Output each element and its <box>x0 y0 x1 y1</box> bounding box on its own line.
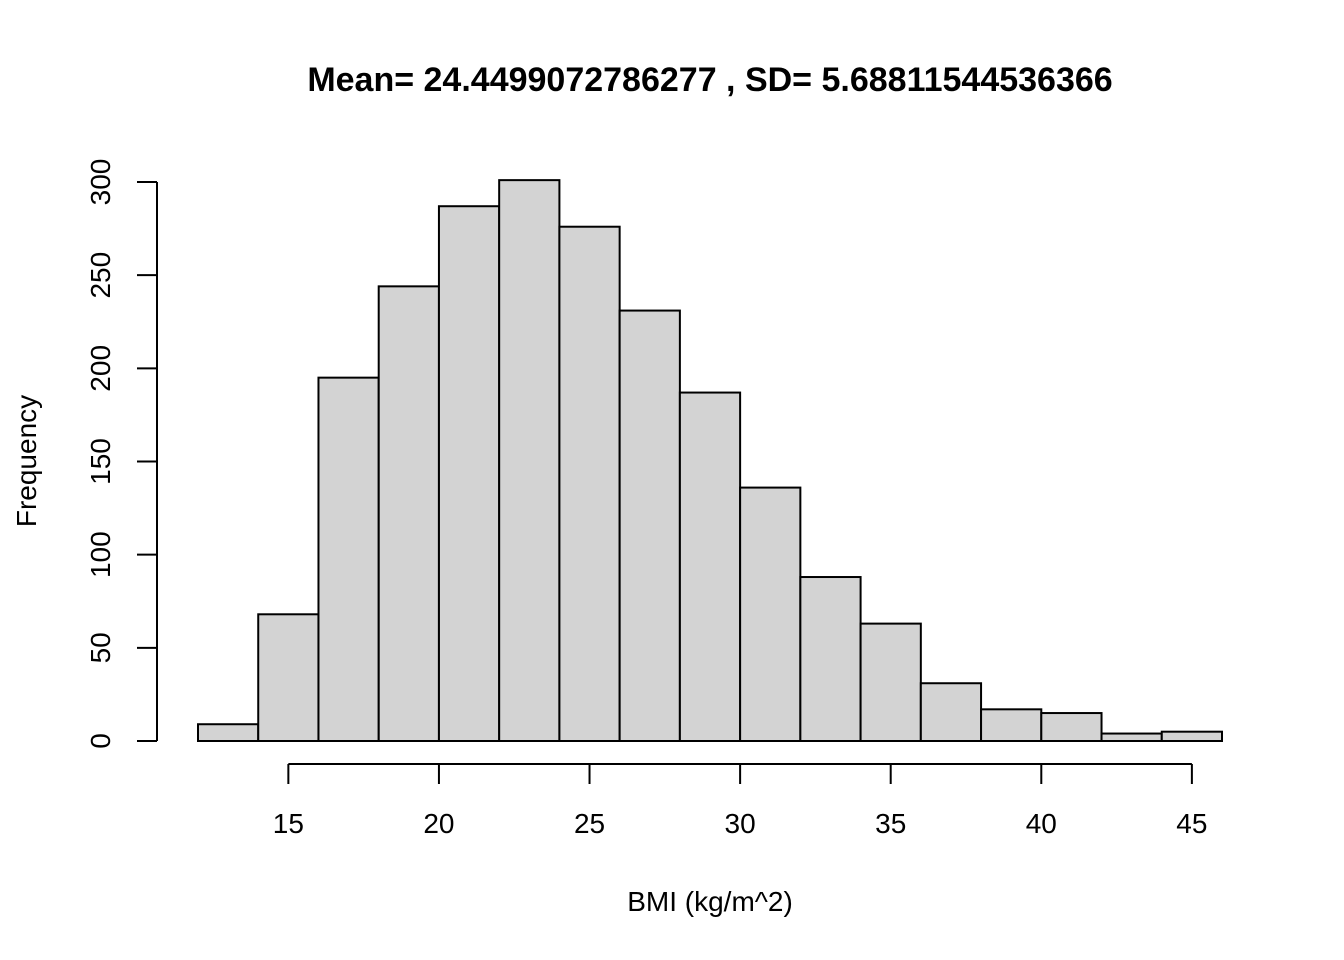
histogram-bar <box>859 622 922 742</box>
x-axis-label: BMI (kg/m^2) <box>627 886 793 917</box>
histogram-bar <box>1040 712 1103 742</box>
x-axis: 15 20 25 30 35 40 45 <box>273 763 1207 839</box>
y-tick-label: 300 <box>85 159 116 206</box>
y-tick-label: 200 <box>85 345 116 392</box>
histogram-bar <box>980 708 1043 742</box>
histogram-bar <box>498 179 561 743</box>
histogram-bar <box>558 225 621 743</box>
histogram-bar <box>739 486 802 742</box>
histogram-bar <box>1100 732 1163 743</box>
y-tick-label: 100 <box>85 531 116 578</box>
x-tick-label: 45 <box>1176 808 1207 839</box>
histogram-bar <box>678 391 742 742</box>
histogram-bar <box>618 309 681 742</box>
y-axis: 0 50 100 150 200 250 300 <box>85 159 158 749</box>
histogram-bar <box>437 205 501 742</box>
histogram-bar <box>799 576 862 742</box>
x-tick-label: 25 <box>574 808 605 839</box>
histogram-bar <box>377 285 440 742</box>
x-tick-label: 30 <box>725 808 756 839</box>
x-tick-label: 40 <box>1026 808 1057 839</box>
y-tick-label: 50 <box>85 632 116 663</box>
x-tick-label: 35 <box>875 808 906 839</box>
chart-title: Mean= 24.4499072786277 , SD= 5.688115445… <box>307 61 1112 99</box>
histogram-bar <box>257 613 320 742</box>
y-tick-label: 250 <box>85 252 116 299</box>
histogram-bar <box>919 682 983 743</box>
y-axis-label: Frequency <box>11 395 42 527</box>
x-tick-label: 20 <box>423 808 454 839</box>
histogram-bar <box>197 723 260 742</box>
y-tick-label: 0 <box>85 733 116 749</box>
histogram-bar <box>317 376 380 742</box>
y-tick-label: 150 <box>85 438 116 485</box>
bars-group <box>197 179 1223 743</box>
histogram-bar <box>1160 730 1223 743</box>
x-tick-label: 15 <box>273 808 304 839</box>
